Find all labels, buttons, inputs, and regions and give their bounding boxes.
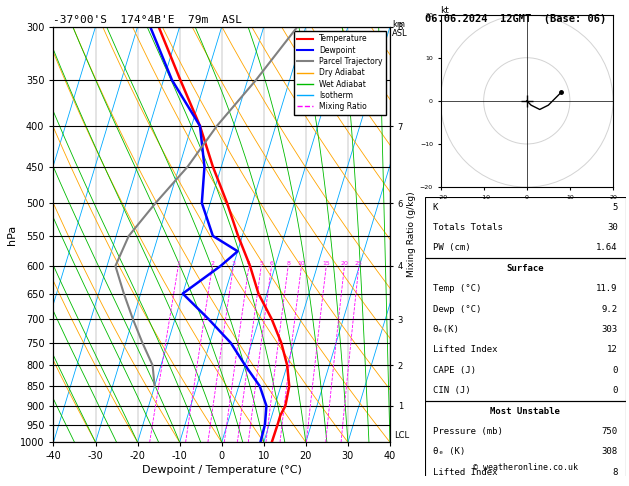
Text: CAPE (J): CAPE (J) (433, 366, 476, 375)
Text: 10: 10 (298, 261, 305, 266)
Text: Surface: Surface (506, 264, 544, 273)
Text: 25: 25 (355, 261, 363, 266)
Text: 3: 3 (231, 261, 235, 266)
Text: θₑ(K): θₑ(K) (433, 325, 460, 334)
Bar (425, 401, 626, 486)
Y-axis label: hPa: hPa (7, 225, 17, 244)
Text: 15: 15 (323, 261, 330, 266)
Text: 11.9: 11.9 (596, 284, 618, 293)
Text: 303: 303 (602, 325, 618, 334)
Text: -37°00'S  174°4B'E  79m  ASL: -37°00'S 174°4B'E 79m ASL (53, 15, 242, 25)
Bar (425, 197, 626, 258)
Text: Lifted Index: Lifted Index (433, 346, 497, 354)
Bar (425, 258, 626, 401)
Text: 1.64: 1.64 (596, 243, 618, 252)
Text: PW (cm): PW (cm) (433, 243, 470, 252)
Text: © weatheronline.co.uk: © weatheronline.co.uk (473, 463, 577, 472)
Text: 2: 2 (210, 261, 214, 266)
Text: km
ASL: km ASL (392, 20, 408, 38)
Text: 06.06.2024  12GMT  (Base: 06): 06.06.2024 12GMT (Base: 06) (425, 14, 606, 24)
Text: Pressure (mb): Pressure (mb) (433, 427, 503, 436)
Legend: Temperature, Dewpoint, Parcel Trajectory, Dry Adiabat, Wet Adiabat, Isotherm, Mi: Temperature, Dewpoint, Parcel Trajectory… (294, 31, 386, 115)
Text: 30: 30 (607, 223, 618, 232)
Text: 5: 5 (259, 261, 263, 266)
Text: 0: 0 (613, 386, 618, 395)
Text: 1: 1 (176, 261, 181, 266)
Text: 750: 750 (602, 427, 618, 436)
X-axis label: Dewpoint / Temperature (°C): Dewpoint / Temperature (°C) (142, 466, 302, 475)
Text: 6: 6 (270, 261, 274, 266)
Text: K: K (433, 203, 438, 211)
Text: 20: 20 (340, 261, 348, 266)
Y-axis label: Mixing Ratio (g/kg): Mixing Ratio (g/kg) (407, 191, 416, 278)
Text: Temp (°C): Temp (°C) (433, 284, 481, 293)
Text: CIN (J): CIN (J) (433, 386, 470, 395)
Text: 4: 4 (247, 261, 251, 266)
Text: 308: 308 (602, 447, 618, 456)
Text: 12: 12 (607, 346, 618, 354)
Text: 9.2: 9.2 (602, 305, 618, 313)
Text: Lifted Index: Lifted Index (433, 468, 497, 477)
Text: 8: 8 (286, 261, 290, 266)
Text: 8: 8 (613, 468, 618, 477)
Text: LCL: LCL (394, 431, 409, 440)
Text: kt: kt (440, 5, 449, 15)
Text: Most Unstable: Most Unstable (490, 406, 560, 416)
Text: θₑ (K): θₑ (K) (433, 447, 465, 456)
Text: 0: 0 (613, 366, 618, 375)
Text: Dewp (°C): Dewp (°C) (433, 305, 481, 313)
Text: Totals Totals: Totals Totals (433, 223, 503, 232)
Text: 5: 5 (613, 203, 618, 211)
